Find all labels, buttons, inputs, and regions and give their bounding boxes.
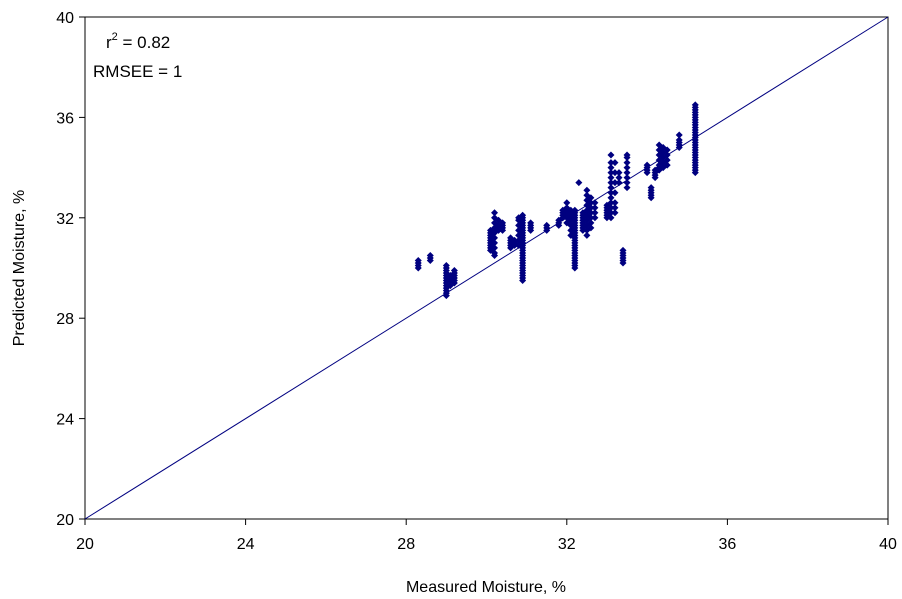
data-point xyxy=(623,151,631,159)
x-tick-label: 40 xyxy=(879,536,897,553)
data-point xyxy=(587,219,595,227)
r2-superscript: 2 xyxy=(112,31,118,43)
data-point xyxy=(583,186,591,194)
data-point xyxy=(587,194,595,202)
x-tick-label: 32 xyxy=(558,536,576,553)
data-point xyxy=(611,189,619,197)
data-point xyxy=(615,169,623,177)
data-point xyxy=(623,169,631,177)
x-axis-title: Measured Moisture, % xyxy=(406,579,566,596)
data-point xyxy=(519,211,527,219)
data-point xyxy=(491,239,499,247)
data-point xyxy=(607,169,615,177)
data-point xyxy=(587,199,595,207)
y-axis-title: Predicted Moisture, % xyxy=(11,190,28,347)
data-point xyxy=(663,146,671,154)
data-point xyxy=(450,267,458,275)
data-point xyxy=(647,184,655,192)
data-point xyxy=(491,209,499,217)
data-point xyxy=(611,204,619,212)
data-point xyxy=(611,169,619,177)
data-point xyxy=(611,179,619,187)
data-point xyxy=(527,219,535,227)
data-point xyxy=(583,231,591,239)
data-point xyxy=(563,199,571,207)
rmsee-annotation: RMSEE = 1 xyxy=(93,62,182,81)
data-point xyxy=(623,159,631,167)
data-point xyxy=(623,174,631,182)
data-point xyxy=(607,209,615,217)
annotation-block: r2 = 0.82 RMSEE = 1 xyxy=(93,31,182,81)
data-point xyxy=(591,209,599,217)
data-point xyxy=(619,246,627,254)
r2-annotation: r2 = 0.82 xyxy=(106,31,170,52)
data-point xyxy=(663,156,671,164)
data-point xyxy=(607,151,615,159)
y-axis: 20 24 28 32 36 40 xyxy=(56,10,85,529)
data-point xyxy=(507,234,515,242)
data-point xyxy=(607,194,615,202)
y-tick-label: 40 xyxy=(56,10,74,27)
y-tick-label: 32 xyxy=(56,211,74,228)
data-point xyxy=(571,206,579,214)
x-tick-label: 24 xyxy=(237,536,255,553)
data-points xyxy=(414,101,699,300)
data-point xyxy=(663,151,671,159)
data-point xyxy=(675,131,683,139)
data-point xyxy=(543,221,551,229)
data-point xyxy=(615,179,623,187)
data-point xyxy=(607,159,615,167)
data-point xyxy=(591,214,599,222)
data-point xyxy=(414,256,422,264)
data-point xyxy=(623,184,631,192)
data-point xyxy=(426,251,434,259)
data-point xyxy=(591,199,599,207)
data-point xyxy=(587,224,595,232)
data-point xyxy=(591,204,599,212)
data-point xyxy=(511,236,519,244)
reference-line-1to1 xyxy=(84,16,889,520)
data-point xyxy=(607,189,615,197)
y-tick-label: 24 xyxy=(56,412,74,429)
data-point xyxy=(611,209,619,217)
data-point xyxy=(442,261,450,269)
data-point xyxy=(623,164,631,172)
data-point xyxy=(607,214,615,222)
data-point xyxy=(607,174,615,182)
data-point xyxy=(663,161,671,169)
y-tick-label: 20 xyxy=(56,512,74,529)
y-tick-label: 36 xyxy=(56,110,74,127)
data-point xyxy=(587,204,595,212)
data-point xyxy=(691,101,699,109)
data-point xyxy=(587,214,595,222)
r2-base: r xyxy=(106,33,112,52)
data-point xyxy=(611,199,619,207)
x-tick-label: 28 xyxy=(397,536,415,553)
data-point xyxy=(607,184,615,192)
data-point xyxy=(615,174,623,182)
data-point xyxy=(607,204,615,212)
data-point xyxy=(643,161,651,169)
r2-value: = 0.82 xyxy=(118,33,170,52)
data-point xyxy=(607,164,615,172)
data-point xyxy=(623,179,631,187)
x-tick-label: 20 xyxy=(76,536,94,553)
data-point xyxy=(575,179,583,187)
x-axis: 20 24 28 32 36 40 xyxy=(76,519,897,553)
data-point xyxy=(491,249,499,257)
data-point xyxy=(607,199,615,207)
data-point xyxy=(491,234,499,242)
data-point xyxy=(491,244,499,252)
y-tick-label: 28 xyxy=(56,311,74,328)
x-tick-label: 36 xyxy=(719,536,737,553)
data-point xyxy=(675,136,683,144)
data-point xyxy=(587,209,595,217)
data-point xyxy=(611,159,619,167)
data-point xyxy=(499,219,507,227)
data-point xyxy=(607,179,615,187)
